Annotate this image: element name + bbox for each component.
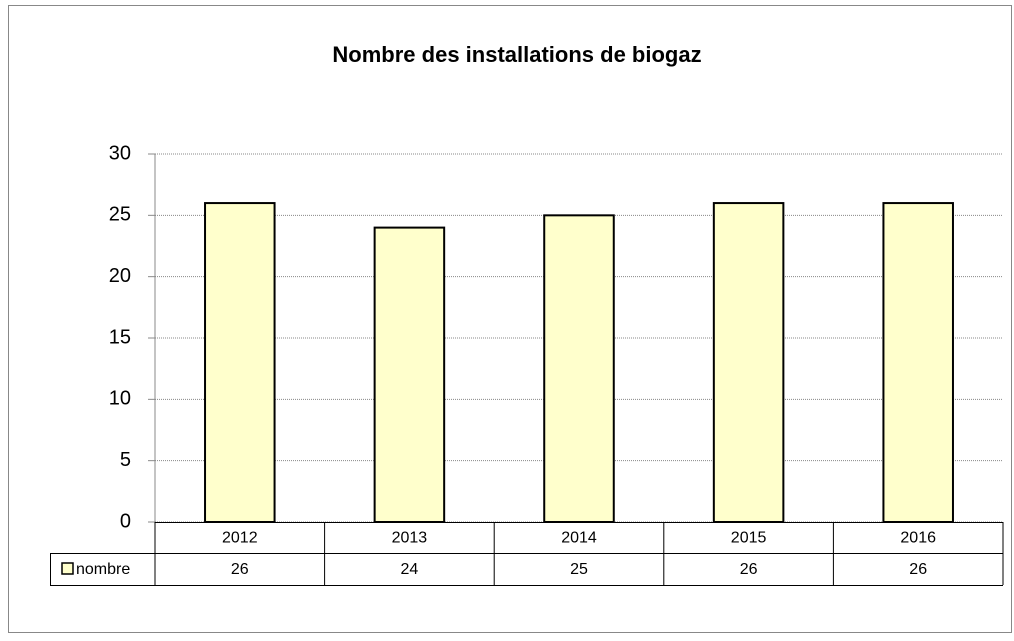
bar (882, 202, 954, 523)
bar (543, 214, 615, 523)
y-tick-label: 15 (109, 326, 131, 348)
x-tick-label: 2012 (222, 530, 258, 547)
y-tick-label: 30 (109, 142, 131, 164)
x-tick-label: 2016 (900, 530, 936, 547)
legend-label: nombre (76, 561, 130, 578)
bar (373, 226, 446, 523)
chart-frame (8, 5, 1012, 633)
y-tick-label: 0 (120, 510, 131, 532)
table-value: 25 (570, 561, 588, 578)
y-tick-label: 10 (109, 388, 131, 410)
table-value: 26 (740, 561, 758, 578)
table-value: 26 (231, 561, 249, 578)
bar (204, 202, 276, 523)
y-tick-label: 25 (109, 204, 131, 226)
x-tick-label: 2014 (561, 530, 597, 547)
x-tick-label: 2015 (731, 530, 767, 547)
table-value: 24 (401, 561, 419, 578)
chart-title: Nombre des installations de biogaz (332, 42, 701, 67)
table-value: 26 (909, 561, 927, 578)
legend-swatch (61, 562, 74, 575)
y-tick-label: 5 (120, 449, 131, 471)
x-tick-label: 2013 (392, 530, 428, 547)
y-tick-label: 20 (109, 265, 131, 287)
bar (712, 202, 785, 523)
